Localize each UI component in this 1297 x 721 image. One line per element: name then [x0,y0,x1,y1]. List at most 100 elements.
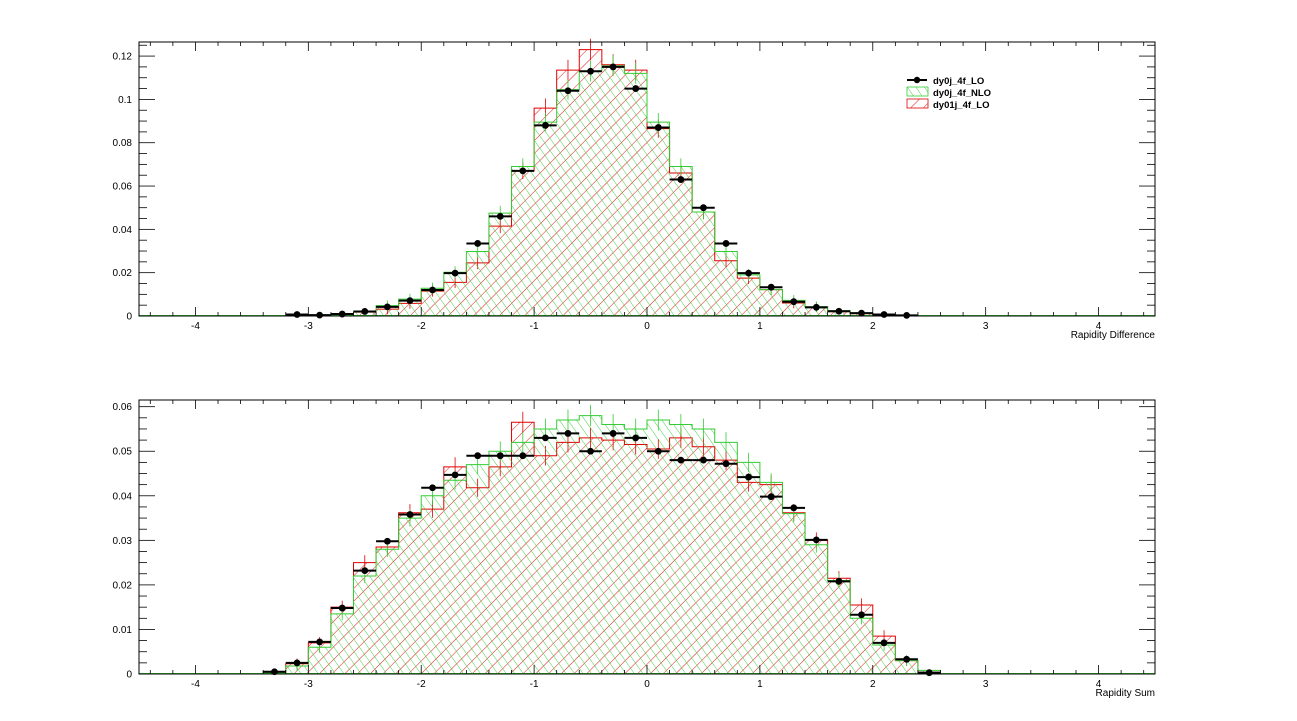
x-tick-label: 2 [870,321,876,332]
legend-label: dy01j_4f_LO [933,100,990,111]
bar-nlo [737,275,760,316]
bar-nlo [512,167,535,316]
y-tick-label: 0.03 [113,536,133,547]
bar-nlo [692,212,715,316]
y-tick-label: 0.04 [113,225,133,236]
x-tick-label: -2 [417,679,426,690]
data-point [542,434,549,441]
x-tick-label: -4 [191,321,200,332]
bar-nlo [534,122,557,316]
x-tick-label: -3 [304,321,313,332]
bar-nlo [647,420,670,674]
data-point [565,430,572,437]
x-tick-label: -2 [417,321,426,332]
legend-swatch-nlo [907,87,928,96]
bar-nlo [805,545,828,674]
bar-nlo [376,549,399,674]
bar-nlo [737,462,760,674]
data-point [429,484,436,491]
bar-nlo [489,451,512,674]
x-tick-label: 0 [644,321,650,332]
data-point [519,167,526,174]
bar-nlo [444,480,467,674]
data-point [836,308,843,315]
data-point [294,659,301,666]
bar-nlo [670,167,693,316]
data-point [768,493,775,500]
legend-label: dy0j_4f_LO [933,76,984,87]
x-tick-label: -1 [530,321,539,332]
data-point [655,448,662,455]
data-point [316,639,323,646]
y-tick-label: 0.01 [113,625,133,636]
bar-nlo [557,420,580,674]
data-point [407,297,414,304]
x-tick-label: -3 [304,679,313,690]
bar-nlo [602,66,625,316]
data-point [474,452,481,459]
x-tick-label: -4 [191,679,200,690]
data-point [723,460,730,467]
bar-nlo [647,122,670,316]
y-tick-label: 0.1 [118,95,132,106]
data-point [677,176,684,183]
data-point [926,669,933,676]
data-point [881,639,888,646]
data-point [903,656,910,663]
data-point [700,457,707,464]
legend-swatch-lo01j [907,99,928,108]
x-axis-label: Rapidity Sum [1096,688,1155,699]
data-point [881,311,888,318]
bar-nlo [782,514,805,674]
data-point [497,213,504,220]
bar-nlo [602,425,625,674]
data-point [813,536,820,543]
data-point [339,605,346,612]
data-point [745,474,752,481]
data-point [632,85,639,92]
series-nlo [286,55,1008,316]
data-point [384,538,391,545]
bar-nlo [760,482,783,674]
data-point [790,298,797,305]
data-point [452,270,459,277]
data-point [610,64,617,71]
data-point [903,312,910,319]
data-point [723,240,730,247]
data-point [655,124,662,131]
bar-nlo [444,272,467,316]
data-point [813,304,820,311]
x-tick-label: 1 [757,321,763,332]
data-point [316,312,323,319]
x-tick-label: 3 [983,679,989,690]
bar-nlo [715,251,738,316]
x-tick-label: -1 [530,679,539,690]
data-point [497,452,504,459]
bar-nlo [850,618,873,674]
bar-nlo [466,251,489,316]
y-tick-label: 0.05 [113,447,133,458]
y-tick-label: 0.02 [113,580,133,591]
bar-nlo [692,429,715,674]
legend-marker [914,77,920,83]
bar-nlo [557,90,580,316]
data-point [677,457,684,464]
y-tick-label: 0.02 [113,268,133,279]
bar-nlo [624,429,647,674]
data-point [610,430,617,437]
bar-nlo [489,213,512,316]
data-point [384,304,391,311]
data-point [700,204,707,211]
y-tick-label: 0.04 [113,491,133,502]
data-point [587,68,594,75]
data-point [474,240,481,247]
bar-nlo [353,576,376,674]
bar-nlo [399,518,422,674]
legend-label: dy0j_4f_NLO [933,88,991,99]
data-point [768,284,775,291]
y-tick-label: 0.12 [113,52,133,63]
